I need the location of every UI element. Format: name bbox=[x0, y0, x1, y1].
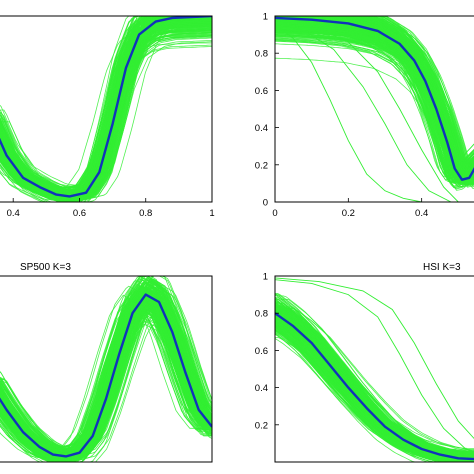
ensemble-curve bbox=[275, 297, 474, 458]
ensemble-curve bbox=[275, 16, 474, 180]
ensemble-curve bbox=[0, 281, 212, 454]
mean-curve bbox=[275, 16, 474, 181]
ensemble-curve bbox=[275, 24, 474, 180]
ensemble-curve bbox=[275, 311, 474, 457]
ensemble-curve bbox=[0, 16, 212, 201]
ensemble-curve bbox=[0, 17, 212, 197]
ensemble-curve bbox=[275, 310, 474, 450]
y-tick-label: 0.2 bbox=[255, 420, 268, 431]
mean-curve bbox=[0, 16, 212, 198]
panel-title-hsi: HSI K=3 bbox=[423, 262, 461, 273]
ensemble-curve bbox=[275, 16, 474, 183]
panel-top-left bbox=[0, 16, 212, 202]
ensemble-curve bbox=[0, 291, 212, 459]
y-tick-label: 0.6 bbox=[255, 346, 268, 357]
y-tick-label: 0.8 bbox=[255, 49, 268, 60]
x-tick-label: 0.6 bbox=[73, 208, 86, 219]
x-tick-label: 0.4 bbox=[7, 208, 20, 219]
panel-bottom-right bbox=[275, 277, 474, 462]
outlier-curve-2 bbox=[275, 19, 459, 202]
panel-top-right bbox=[275, 16, 474, 202]
y-tick-label: 1 bbox=[263, 272, 268, 283]
y-tick-label: 0.8 bbox=[255, 309, 268, 320]
outlier-curve-0 bbox=[275, 279, 474, 453]
panel-title-sp500: SP500 K=3 bbox=[20, 262, 71, 273]
ensemble-curve bbox=[0, 16, 212, 192]
ensemble-curve bbox=[0, 16, 212, 202]
ensemble-curve bbox=[0, 42, 212, 201]
ensemble-curve bbox=[275, 16, 474, 180]
ensemble-curve bbox=[275, 326, 474, 462]
ensemble-curve bbox=[0, 289, 212, 454]
ensemble-curve bbox=[0, 292, 212, 458]
panel-bottom-left bbox=[0, 276, 212, 462]
ensemble-curve bbox=[275, 333, 474, 462]
mean-curve bbox=[275, 312, 474, 461]
x-tick-label: 1 bbox=[209, 208, 214, 219]
y-tick-label: 0.6 bbox=[255, 86, 268, 97]
x-tick-label: 0.8 bbox=[139, 208, 152, 219]
y-tick-label: 0 bbox=[263, 198, 268, 209]
ensemble-curve bbox=[0, 294, 212, 459]
mean-curve bbox=[0, 293, 212, 458]
panel-frame bbox=[274, 15, 474, 203]
ensemble-curve bbox=[275, 323, 474, 456]
ensemble-curve bbox=[0, 295, 212, 455]
outlier-curve-1 bbox=[275, 21, 452, 202]
y-tick-label: 0.2 bbox=[255, 160, 268, 171]
ensemble-curve bbox=[0, 16, 212, 193]
panel-frame bbox=[274, 275, 474, 463]
ensemble-curve bbox=[275, 37, 474, 182]
ensemble-curve bbox=[0, 16, 212, 192]
ensemble-curve bbox=[0, 276, 212, 452]
panel-frame bbox=[0, 15, 213, 203]
x-tick-label: 0 bbox=[272, 208, 277, 219]
outlier-curve-1 bbox=[275, 277, 474, 440]
ensemble-curve bbox=[0, 280, 212, 455]
ensemble-curve bbox=[275, 39, 474, 189]
ensemble-curve bbox=[275, 307, 474, 458]
ensemble-curve bbox=[0, 18, 212, 197]
ensemble-curve bbox=[0, 302, 212, 460]
ensemble-curve bbox=[275, 16, 474, 179]
ensemble-curve bbox=[0, 303, 212, 460]
x-tick-label: 0.2 bbox=[342, 208, 355, 219]
x-tick-label: 0.4 bbox=[415, 208, 428, 219]
y-tick-label: 1 bbox=[263, 12, 268, 23]
panel-frame bbox=[0, 275, 213, 463]
outlier-curve-0 bbox=[275, 24, 422, 202]
y-tick-label: 0.4 bbox=[255, 123, 268, 134]
y-tick-label: 0.4 bbox=[255, 383, 268, 394]
ensemble-curve bbox=[0, 286, 212, 457]
ensemble-curve bbox=[275, 31, 474, 177]
ensemble-curve bbox=[0, 276, 212, 457]
